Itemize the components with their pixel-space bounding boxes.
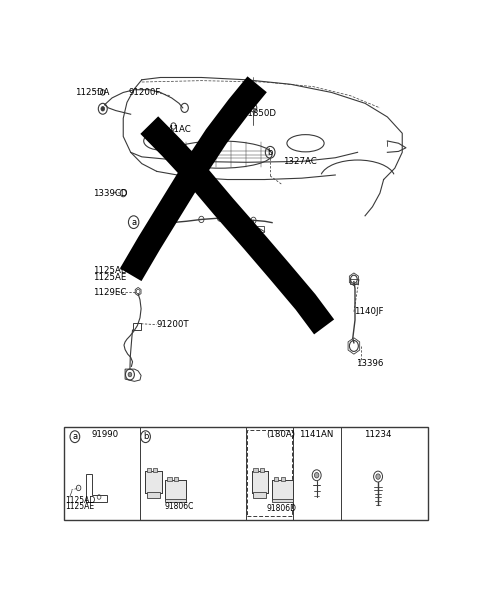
Text: 91990: 91990: [92, 431, 119, 439]
Bar: [247, 431, 292, 516]
Bar: [145, 471, 162, 494]
Bar: [272, 499, 292, 502]
Text: 1125AD: 1125AD: [94, 266, 128, 274]
Text: 1141AN: 1141AN: [300, 431, 334, 439]
Text: b: b: [143, 432, 148, 441]
Text: 91806D: 91806D: [267, 504, 297, 513]
Text: b: b: [267, 148, 273, 157]
Text: 1129EC: 1129EC: [94, 287, 127, 296]
Bar: [229, 220, 236, 226]
Text: 1339CD: 1339CD: [94, 188, 128, 198]
Text: 91806C: 91806C: [164, 502, 193, 511]
Bar: [252, 471, 268, 494]
Bar: [281, 477, 285, 481]
Text: a: a: [72, 432, 77, 441]
Circle shape: [314, 472, 319, 478]
Bar: [174, 477, 178, 481]
Circle shape: [101, 107, 105, 111]
Text: a: a: [131, 218, 136, 227]
Bar: [64, 426, 428, 519]
Text: 1125AE: 1125AE: [94, 273, 127, 283]
Bar: [252, 471, 268, 494]
Text: 1125AD: 1125AD: [66, 496, 96, 505]
Text: (180A): (180A): [266, 431, 296, 439]
Text: 1125DA: 1125DA: [75, 88, 109, 97]
Text: 1140JF: 1140JF: [354, 307, 384, 316]
Bar: [260, 468, 264, 472]
Bar: [132, 323, 141, 330]
Bar: [272, 480, 292, 500]
Text: 91850D: 91850D: [242, 110, 276, 118]
Bar: [350, 279, 358, 284]
Text: 1327AC: 1327AC: [283, 157, 317, 166]
Bar: [165, 480, 186, 500]
Bar: [253, 468, 258, 472]
Bar: [272, 480, 292, 500]
Bar: [147, 468, 151, 472]
Bar: [165, 499, 186, 502]
Text: 1125AE: 1125AE: [66, 502, 95, 511]
Circle shape: [376, 474, 380, 479]
Circle shape: [128, 372, 132, 377]
Bar: [165, 480, 186, 500]
Bar: [145, 471, 162, 494]
Text: 91200T: 91200T: [156, 320, 189, 329]
Bar: [253, 492, 266, 498]
Bar: [147, 492, 160, 498]
Text: 11234: 11234: [364, 431, 392, 439]
Bar: [167, 477, 172, 481]
Bar: [153, 468, 157, 472]
Bar: [274, 477, 278, 481]
Text: 13396: 13396: [356, 359, 383, 368]
Bar: [257, 226, 264, 231]
Text: 91200F: 91200F: [129, 88, 161, 97]
Text: 1141AC: 1141AC: [156, 125, 191, 134]
